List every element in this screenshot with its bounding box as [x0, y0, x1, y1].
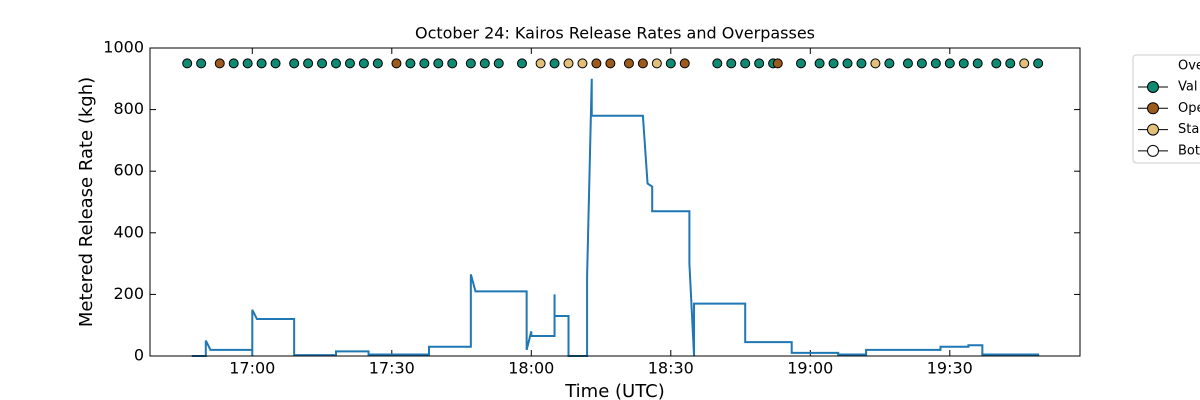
overpass-point	[242, 58, 253, 69]
overpass-point	[433, 58, 444, 69]
overpass-point	[651, 58, 662, 69]
overpass-point	[391, 58, 402, 69]
overpass-point	[856, 58, 867, 69]
overpass-point	[679, 58, 690, 69]
overpass-point	[331, 58, 341, 69]
overpass-point	[902, 58, 913, 69]
release-rate-line	[191, 78, 1040, 357]
y-tick-label: 1000	[103, 38, 144, 57]
y-tick-label: 0	[134, 346, 144, 365]
x-tick-label: 18:30	[648, 359, 694, 378]
legend-marker	[1147, 144, 1159, 157]
overpass-point	[465, 58, 476, 69]
overpass-point	[972, 58, 983, 69]
overpass-point	[303, 58, 314, 69]
overpass-point	[944, 58, 955, 69]
overpass-point	[623, 58, 634, 69]
overpass-point	[814, 58, 825, 69]
legend-label: Ope	[1178, 101, 1200, 116]
x-tick-label: 17:30	[369, 359, 415, 378]
overpass-point	[317, 58, 328, 69]
overpass-point	[549, 58, 560, 69]
overpass-point	[358, 58, 369, 69]
overpass-point	[289, 58, 300, 69]
y-tick-label: 400	[113, 222, 144, 241]
overpass-point	[182, 58, 193, 69]
chart-title: October 24: Kairos Release Rates and Ove…	[415, 24, 815, 43]
overpass-point	[405, 58, 416, 69]
x-tick-label: 19:00	[787, 359, 833, 378]
x-axis-label: Time (UTC)	[564, 381, 665, 400]
x-tick-label: 19:30	[927, 359, 973, 378]
overpass-point	[842, 58, 853, 69]
y-tick-label: 600	[113, 161, 144, 180]
overpass-point	[535, 58, 546, 69]
overpass-point	[517, 58, 527, 69]
overpass-point	[591, 58, 602, 69]
overpass-point	[726, 58, 737, 69]
overpass-point	[740, 58, 751, 69]
legend-label: Sta	[1178, 122, 1199, 137]
overpass-point	[712, 58, 723, 69]
legend-marker	[1147, 102, 1159, 115]
overpass-point	[916, 58, 927, 69]
x-tick-label: 18:00	[508, 359, 554, 378]
legend-marker	[1147, 123, 1159, 136]
overpass-point	[1005, 58, 1016, 69]
overpass-point	[605, 58, 616, 69]
overpass-point	[665, 58, 676, 69]
plot-frame	[149, 47, 1081, 357]
overpass-point	[754, 58, 765, 69]
y-tick-label: 200	[113, 284, 144, 303]
legend-title: Ove	[1178, 59, 1200, 74]
legend-label: Val	[1178, 80, 1197, 95]
overpass-point	[637, 58, 648, 69]
overpass-point	[958, 58, 969, 69]
overpass-point	[228, 58, 239, 69]
y-axis-label: Metered Release Rate (kgh)	[76, 77, 97, 327]
overpass-point	[930, 58, 941, 69]
legend-marker	[1147, 81, 1159, 93]
overpass-point	[577, 58, 588, 69]
overpass-point	[214, 58, 225, 69]
overpass-point	[563, 58, 574, 69]
overpass-point	[479, 58, 490, 69]
legend-label: Bot	[1178, 143, 1200, 158]
overpass-point	[991, 58, 1002, 69]
overpass-point	[372, 58, 383, 69]
overpass-point	[772, 58, 783, 69]
overpass-point	[344, 58, 355, 69]
x-tick-label: 17:00	[229, 359, 275, 378]
overpass-point	[447, 58, 458, 69]
overpass-point	[256, 58, 267, 69]
overpass-point	[828, 58, 839, 69]
overpass-point	[796, 58, 806, 69]
overpass-point	[493, 58, 504, 69]
overpass-point	[1019, 58, 1030, 69]
overpass-point	[196, 58, 207, 69]
overpass-point	[419, 58, 430, 69]
overpass-point	[1033, 58, 1044, 69]
overpass-point	[270, 58, 281, 69]
y-tick-label: 800	[113, 99, 144, 118]
overpass-point	[884, 58, 895, 69]
overpass-point	[870, 58, 881, 69]
